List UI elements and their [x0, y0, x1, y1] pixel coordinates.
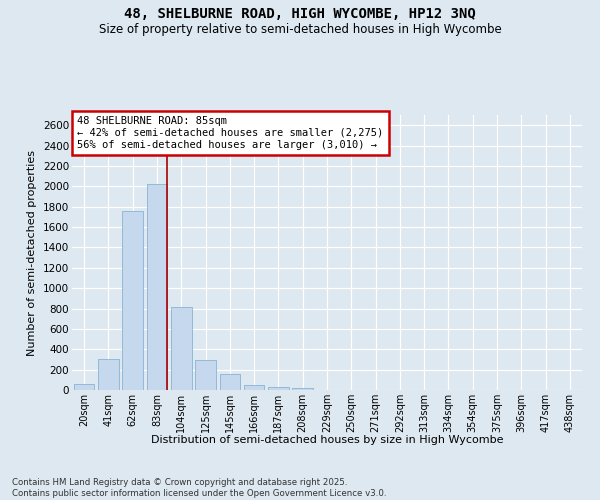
Y-axis label: Number of semi-detached properties: Number of semi-detached properties	[28, 150, 37, 356]
Bar	[98, 360, 119, 390]
Bar	[122, 210, 143, 390]
Bar	[268, 387, 289, 390]
Text: Size of property relative to semi-detached houses in High Wycombe: Size of property relative to semi-detach…	[98, 22, 502, 36]
X-axis label: Distribution of semi-detached houses by size in High Wycombe: Distribution of semi-detached houses by …	[151, 435, 503, 445]
Bar	[146, 184, 167, 390]
Bar	[220, 374, 240, 390]
Text: 48 SHELBURNE ROAD: 85sqm
← 42% of semi-detached houses are smaller (2,275)
56% o: 48 SHELBURNE ROAD: 85sqm ← 42% of semi-d…	[77, 116, 383, 150]
Bar	[195, 360, 216, 390]
Bar	[171, 307, 191, 390]
Text: Contains HM Land Registry data © Crown copyright and database right 2025.
Contai: Contains HM Land Registry data © Crown c…	[12, 478, 386, 498]
Text: 48, SHELBURNE ROAD, HIGH WYCOMBE, HP12 3NQ: 48, SHELBURNE ROAD, HIGH WYCOMBE, HP12 3…	[124, 8, 476, 22]
Bar	[244, 386, 265, 390]
Bar	[74, 384, 94, 390]
Bar	[292, 388, 313, 390]
